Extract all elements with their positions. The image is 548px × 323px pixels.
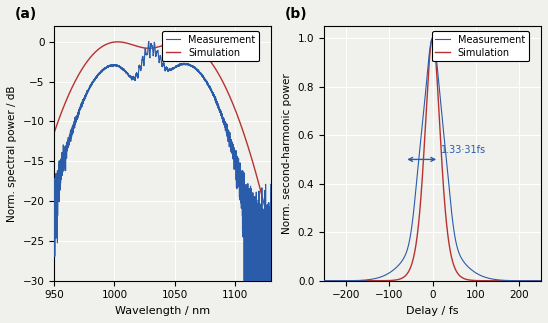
Measurement bbox=[534, 279, 540, 283]
Line: Measurement: Measurement bbox=[324, 38, 541, 281]
Simulation bbox=[413, 238, 420, 242]
Measurement bbox=[346, 279, 352, 283]
Simulation bbox=[429, 36, 436, 40]
Measurement bbox=[429, 36, 436, 40]
X-axis label: Wavelength / nm: Wavelength / nm bbox=[115, 306, 210, 316]
Simulation bbox=[358, 279, 365, 283]
Measurement bbox=[404, 248, 410, 252]
Simulation bbox=[268, 232, 275, 235]
Simulation bbox=[181, 40, 187, 44]
Measurement bbox=[538, 279, 544, 283]
Measurement bbox=[192, 66, 199, 70]
Line: Simulation: Simulation bbox=[324, 38, 541, 281]
Text: (a): (a) bbox=[15, 7, 37, 21]
Simulation bbox=[192, 45, 199, 48]
Line: Measurement: Measurement bbox=[54, 42, 271, 281]
Text: (b): (b) bbox=[285, 7, 307, 21]
Simulation bbox=[346, 279, 352, 283]
Simulation bbox=[510, 279, 517, 283]
Y-axis label: Norm. spectral power / dB: Norm. spectral power / dB bbox=[7, 85, 17, 222]
Legend: Measurement, Simulation: Measurement, Simulation bbox=[162, 31, 259, 61]
Simulation bbox=[534, 279, 540, 283]
Measurement bbox=[358, 278, 365, 282]
Simulation bbox=[321, 279, 327, 283]
Measurement bbox=[181, 62, 187, 66]
Measurement bbox=[134, 72, 140, 76]
Measurement bbox=[268, 279, 275, 283]
Measurement bbox=[241, 279, 248, 283]
Y-axis label: Norm. second-harmonic power: Norm. second-harmonic power bbox=[282, 73, 292, 234]
Measurement bbox=[145, 40, 152, 44]
Measurement bbox=[51, 189, 58, 193]
Simulation bbox=[90, 52, 97, 56]
Simulation bbox=[115, 40, 121, 44]
Measurement bbox=[90, 79, 97, 83]
Line: Simulation: Simulation bbox=[54, 42, 271, 234]
Simulation bbox=[51, 130, 58, 134]
Text: 1.33·31fs: 1.33·31fs bbox=[441, 145, 487, 155]
Legend: Measurement, Simulation: Measurement, Simulation bbox=[432, 31, 529, 61]
Simulation bbox=[404, 272, 410, 276]
Measurement bbox=[321, 279, 327, 283]
Measurement bbox=[213, 100, 219, 104]
Measurement bbox=[230, 151, 236, 154]
Simulation bbox=[134, 44, 140, 48]
Simulation bbox=[213, 68, 219, 72]
Simulation bbox=[230, 101, 236, 105]
Simulation bbox=[538, 279, 544, 283]
Measurement bbox=[510, 279, 517, 283]
X-axis label: Delay / fs: Delay / fs bbox=[406, 306, 459, 316]
Measurement bbox=[413, 179, 420, 183]
